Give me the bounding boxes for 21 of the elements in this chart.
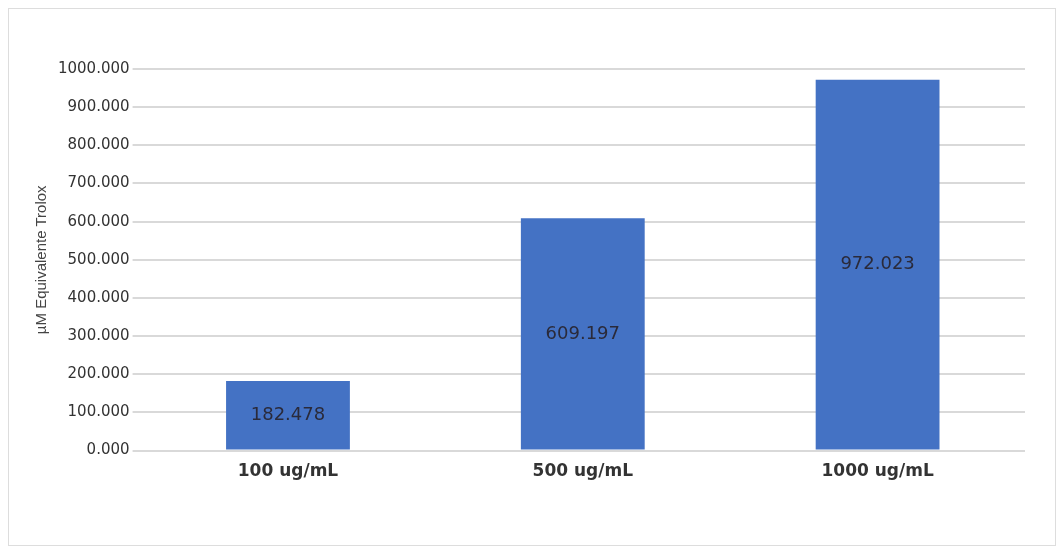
x-tick-label: 1000 ug/mL — [821, 460, 934, 481]
y-tick-label: 0.000 — [86, 440, 130, 459]
data-label: 182.478 — [250, 402, 326, 424]
bar — [226, 380, 350, 450]
x-tick-label: 500 ug/mL — [532, 460, 634, 481]
y-tick-label: 800.000 — [67, 135, 130, 154]
data-label: 609.197 — [545, 321, 620, 343]
y-tick-label: 1000.000 — [57, 58, 130, 77]
bar — [520, 218, 645, 450]
y-tick-label: 100.000 — [67, 402, 130, 421]
y-tick-label: 300.000 — [67, 326, 130, 345]
bar — [815, 79, 940, 450]
x-tick-label: 100 ug/mL — [237, 460, 339, 481]
y-tick-label: 400.000 — [67, 287, 130, 306]
y-tick-label: 500.000 — [67, 249, 130, 268]
y-tick-label: 700.000 — [67, 173, 130, 192]
y-tick-label: 900.000 — [67, 97, 130, 116]
data-label: 972.023 — [840, 252, 915, 274]
y-axis-title: µM Equivalente Trolox — [32, 184, 50, 335]
y-tick-label: 200.000 — [67, 364, 130, 383]
y-tick-label: 600.000 — [67, 211, 130, 230]
